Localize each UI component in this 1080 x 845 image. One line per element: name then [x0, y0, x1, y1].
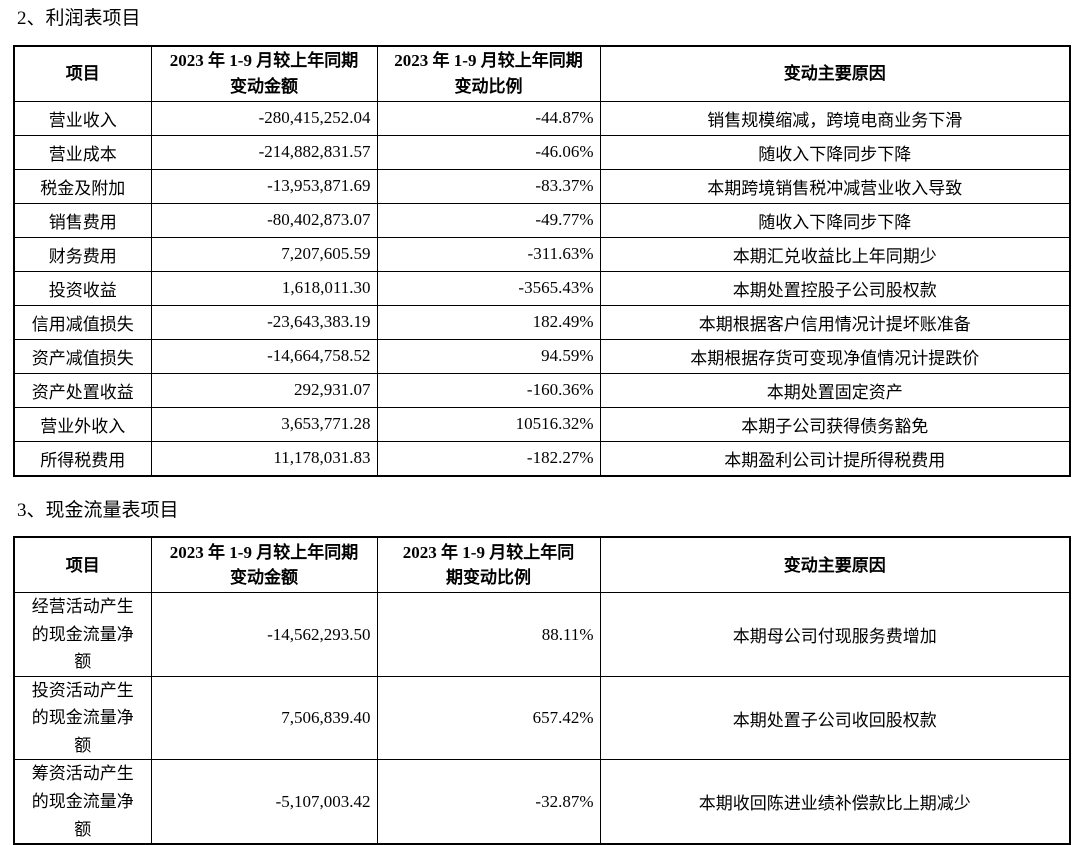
amount-cell: -13,953,871.69 [150, 168, 378, 204]
ratio-cell: -83.37% [376, 168, 601, 204]
ratio-cell: -49.77% [376, 202, 601, 238]
header-change-ratio-line2: 期变动比例 [446, 568, 531, 588]
item-cell: 资产减值损失 [13, 338, 152, 374]
table-row: 资产减值损失 -14,664,758.52 94.59% 本期根据存货可变现净值… [13, 338, 1071, 374]
reason-cell: 本期子公司获得债务豁免 [599, 406, 1071, 442]
amount-cell: -214,882,831.57 [150, 134, 378, 170]
section-title-cashflow: 3、现金流量表项目 [17, 499, 179, 521]
section-title-profit: 2、利润表项目 [17, 8, 141, 29]
item-cell: 资产处置收益 [13, 372, 152, 408]
ratio-cell: -182.27% [376, 440, 601, 477]
table-row: 营业外收入 3,653,771.28 10516.32% 本期子公司获得债务豁免 [13, 406, 1071, 442]
item-cell: 筹资活动产生的现金流量净额 [13, 759, 152, 845]
item-cell: 营业成本 [13, 134, 152, 170]
amount-cell: 292,931.07 [150, 372, 378, 408]
reason-cell: 本期处置控股子公司股权款 [599, 270, 1071, 306]
amount-cell: -5,107,003.42 [150, 759, 378, 845]
table-row: 销售费用 -80,402,873.07 -49.77% 随收入下降同步下降 [13, 202, 1071, 238]
header-row: 项目 2023 年 1-9 月较上年同期 变动金额 2023 年 1-9 月较上… [13, 45, 1071, 102]
header-change-ratio-line1: 2023 年 1-9 月较上年同期 [394, 51, 583, 71]
table-row: 营业成本 -214,882,831.57 -46.06% 随收入下降同步下降 [13, 134, 1071, 170]
amount-cell: 11,178,031.83 [150, 440, 378, 477]
ratio-cell: 182.49% [376, 304, 601, 340]
header-change-amount-line1: 2023 年 1-9 月较上年同期 [169, 542, 359, 562]
amount-cell: 7,207,605.59 [150, 236, 378, 272]
ratio-cell: -3565.43% [376, 270, 601, 306]
table-row: 资产处置收益 292,931.07 -160.36% 本期处置固定资产 [13, 372, 1071, 408]
cashflow-table: 项目 2023 年 1-9 月较上年同期 变动金额 2023 年 1-9 月较上… [13, 536, 1071, 845]
ratio-cell: -32.87% [376, 759, 601, 845]
ratio-cell: 94.59% [376, 338, 601, 374]
table-row: 所得税费用 11,178,031.83 -182.27% 本期盈利公司计提所得税… [13, 440, 1071, 477]
reason-cell: 本期处置子公司收回股权款 [599, 675, 1071, 761]
reason-cell: 本期处置固定资产 [599, 372, 1071, 408]
reason-cell: 本期母公司付现服务费增加 [599, 592, 1071, 677]
reason-cell: 本期根据客户信用情况计提坏账准备 [599, 304, 1071, 340]
item-cell: 信用减值损失 [13, 304, 152, 340]
ratio-cell: -46.06% [376, 134, 601, 170]
ratio-cell: -160.36% [376, 372, 601, 408]
header-item: 项目 [13, 45, 152, 102]
header-reason: 变动主要原因 [599, 536, 1071, 594]
table-row: 信用减值损失 -23,643,383.19 182.49% 本期根据客户信用情况… [13, 304, 1071, 340]
reason-cell: 本期盈利公司计提所得税费用 [599, 440, 1071, 477]
ratio-cell: -44.87% [376, 100, 601, 136]
amount-cell: 3,653,771.28 [150, 406, 378, 442]
amount-cell: -280,415,252.04 [150, 100, 378, 136]
reason-cell: 随收入下降同步下降 [599, 134, 1071, 170]
header-change-amount-line2: 变动金额 [230, 76, 298, 96]
table-row: 财务费用 7,207,605.59 -311.63% 本期汇兑收益比上年同期少 [13, 236, 1071, 272]
reason-cell: 本期根据存货可变现净值情况计提跌价 [599, 338, 1071, 374]
item-cell: 经营活动产生的现金流量净额 [13, 592, 152, 677]
header-reason: 变动主要原因 [599, 45, 1071, 102]
header-change-amount-line2: 变动金额 [230, 568, 298, 588]
ratio-cell: 10516.32% [376, 406, 601, 442]
header-row: 项目 2023 年 1-9 月较上年同期 变动金额 2023 年 1-9 月较上… [13, 536, 1071, 594]
amount-cell: -80,402,873.07 [150, 202, 378, 238]
reason-cell: 随收入下降同步下降 [599, 202, 1071, 238]
header-change-amount-line1: 2023 年 1-9 月较上年同期 [169, 51, 359, 71]
header-change-ratio: 2023 年 1-9 月较上年同 期变动比例 [376, 536, 601, 594]
reason-cell: 销售规模缩减，跨境电商业务下滑 [599, 100, 1071, 136]
ratio-cell: 657.42% [376, 675, 601, 761]
reason-cell: 本期跨境销售税冲减营业收入导致 [599, 168, 1071, 204]
amount-cell: -14,562,293.50 [150, 592, 378, 677]
item-cell: 财务费用 [13, 236, 152, 272]
amount-cell: 1,618,011.30 [150, 270, 378, 306]
profit-table: 项目 2023 年 1-9 月较上年同期 变动金额 2023 年 1-9 月较上… [13, 44, 1071, 477]
item-cell: 投资收益 [13, 270, 152, 306]
item-cell: 营业收入 [13, 100, 152, 136]
header-change-ratio-line1: 2023 年 1-9 月较上年同 [402, 542, 575, 562]
table-row: 经营活动产生的现金流量净额 -14,562,293.50 88.11% 本期母公… [13, 592, 1071, 677]
reason-cell: 本期汇兑收益比上年同期少 [599, 236, 1071, 272]
item-cell: 税金及附加 [13, 168, 152, 204]
item-cell: 所得税费用 [13, 440, 152, 477]
item-cell: 营业外收入 [13, 406, 152, 442]
header-change-amount: 2023 年 1-9 月较上年同期 变动金额 [150, 536, 378, 594]
amount-cell: -23,643,383.19 [150, 304, 378, 340]
ratio-cell: 88.11% [376, 592, 601, 677]
table-row: 筹资活动产生的现金流量净额 -5,107,003.42 -32.87% 本期收回… [13, 759, 1071, 845]
amount-cell: 7,506,839.40 [150, 675, 378, 761]
table-row: 投资活动产生的现金流量净额 7,506,839.40 657.42% 本期处置子… [13, 675, 1071, 761]
item-cell: 销售费用 [13, 202, 152, 238]
table-row: 营业收入 -280,415,252.04 -44.87% 销售规模缩减，跨境电商… [13, 100, 1071, 136]
amount-cell: -14,664,758.52 [150, 338, 378, 374]
header-change-amount: 2023 年 1-9 月较上年同期 变动金额 [150, 45, 378, 102]
header-change-ratio: 2023 年 1-9 月较上年同期 变动比例 [376, 45, 601, 102]
header-change-ratio-line2: 变动比例 [454, 76, 523, 96]
reason-cell: 本期收回陈进业绩补偿款比上期减少 [599, 759, 1071, 845]
table-row: 税金及附加 -13,953,871.69 -83.37% 本期跨境销售税冲减营业… [13, 168, 1071, 204]
item-cell: 投资活动产生的现金流量净额 [13, 675, 152, 761]
table-row: 投资收益 1,618,011.30 -3565.43% 本期处置控股子公司股权款 [13, 270, 1071, 306]
ratio-cell: -311.63% [376, 236, 601, 272]
header-item: 项目 [13, 536, 152, 594]
